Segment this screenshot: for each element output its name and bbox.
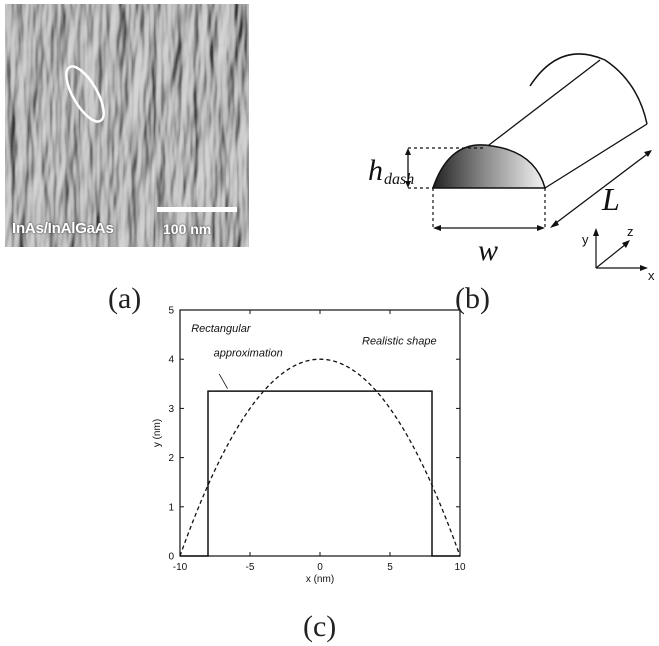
caption-b: (b) (455, 282, 490, 315)
y-tick-label: 2 (168, 453, 174, 464)
annotation-rectangular-line2: approximation (214, 348, 283, 360)
y-tick-label: 4 (168, 355, 174, 366)
x-axis-label: x (nm) (306, 574, 334, 585)
material-label: InAs/InAlGaAs (12, 220, 114, 237)
y-tick-label: 5 (168, 306, 174, 317)
series-realistic-shape (179, 358, 461, 557)
afm-image: InAs/InAlGaAs 100 nm (5, 4, 249, 247)
afm-texture (5, 4, 249, 247)
width-label: w (478, 234, 498, 267)
axis-x-label: x (648, 268, 655, 283)
dash-schematic: h dash L w y z x (300, 40, 656, 290)
series-rectangular-approximation (180, 390, 460, 557)
schematic-drawing: h dash L w y z x (368, 53, 655, 283)
annotation-rectangular-pointer (218, 373, 228, 389)
x-tick-label: -5 (246, 562, 255, 573)
axis-z-label: z (627, 224, 634, 239)
y-tick-label: 1 (168, 502, 174, 513)
x-tick-label: 5 (387, 562, 393, 573)
x-tick-label: -10 (173, 562, 188, 573)
y-tick-label: 3 (168, 404, 174, 415)
profile-chart: -10 -5 0 5 10 0 1 2 3 4 5 x (nm) y (nm) Rectangular ap… (150, 300, 480, 590)
chart-svg: -10 -5 0 5 10 0 1 2 3 4 5 x (nm) y (nm) Rectangular ap… (152, 306, 466, 586)
scale-bar-label: 100 nm (163, 221, 212, 237)
x-tick-label: 10 (454, 562, 466, 573)
y-tick-label: 0 (168, 552, 174, 563)
annotation-rectangular-line1: Rectangular (191, 323, 252, 335)
dash-cross-section (431, 144, 546, 189)
scale-bar (157, 207, 237, 212)
height-label-subscript: dash (384, 171, 414, 188)
height-label: h (368, 154, 383, 187)
axis-y-label: y (582, 232, 589, 247)
highlight-ellipse (65, 65, 105, 123)
annotation-realistic-shape: Realistic shape (362, 335, 437, 347)
caption-a: (a) (108, 282, 142, 315)
x-tick-label: 0 (317, 562, 323, 573)
y-axis-label: y (nm) (152, 419, 163, 447)
caption-c: (c) (303, 610, 337, 643)
length-label: L (601, 181, 620, 217)
